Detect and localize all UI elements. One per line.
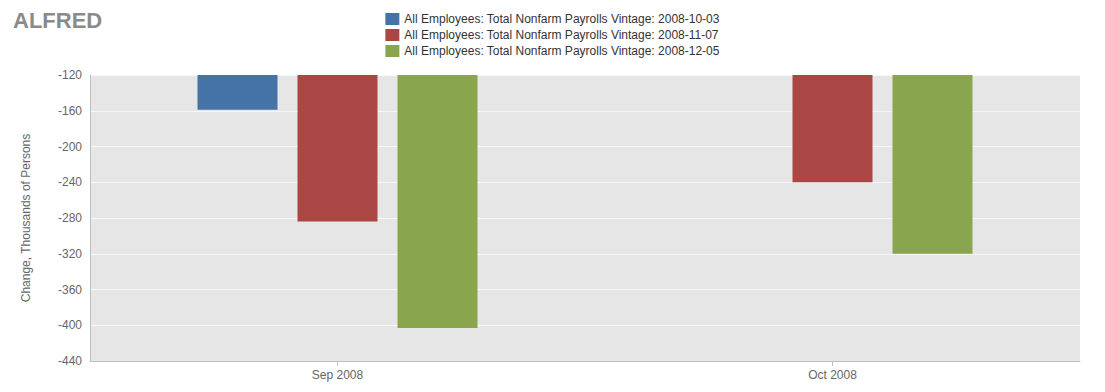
svg-text:-360: -360 xyxy=(58,283,82,297)
svg-text:Sep 2008: Sep 2008 xyxy=(312,368,364,382)
svg-text:-280: -280 xyxy=(58,211,82,225)
svg-text:-320: -320 xyxy=(58,247,82,261)
svg-text:Oct 2008: Oct 2008 xyxy=(808,368,857,382)
svg-text:-240: -240 xyxy=(58,175,82,189)
svg-text:-200: -200 xyxy=(58,140,82,154)
svg-text:ALFRED: ALFRED xyxy=(13,8,102,33)
svg-text:-440: -440 xyxy=(58,354,82,368)
svg-text:Change, Thousands of Persons: Change, Thousands of Persons xyxy=(19,134,33,303)
svg-text:-160: -160 xyxy=(58,104,82,118)
svg-text:-400: -400 xyxy=(58,318,82,332)
svg-text:All Employees: Total Nonfarm P: All Employees: Total Nonfarm Payrolls Vi… xyxy=(404,44,719,58)
svg-text:All Employees: Total Nonfarm P: All Employees: Total Nonfarm Payrolls Vi… xyxy=(404,28,718,42)
svg-text:All Employees: Total Nonfarm P: All Employees: Total Nonfarm Payrolls Vi… xyxy=(404,12,719,26)
svg-text:-120: -120 xyxy=(58,68,82,82)
